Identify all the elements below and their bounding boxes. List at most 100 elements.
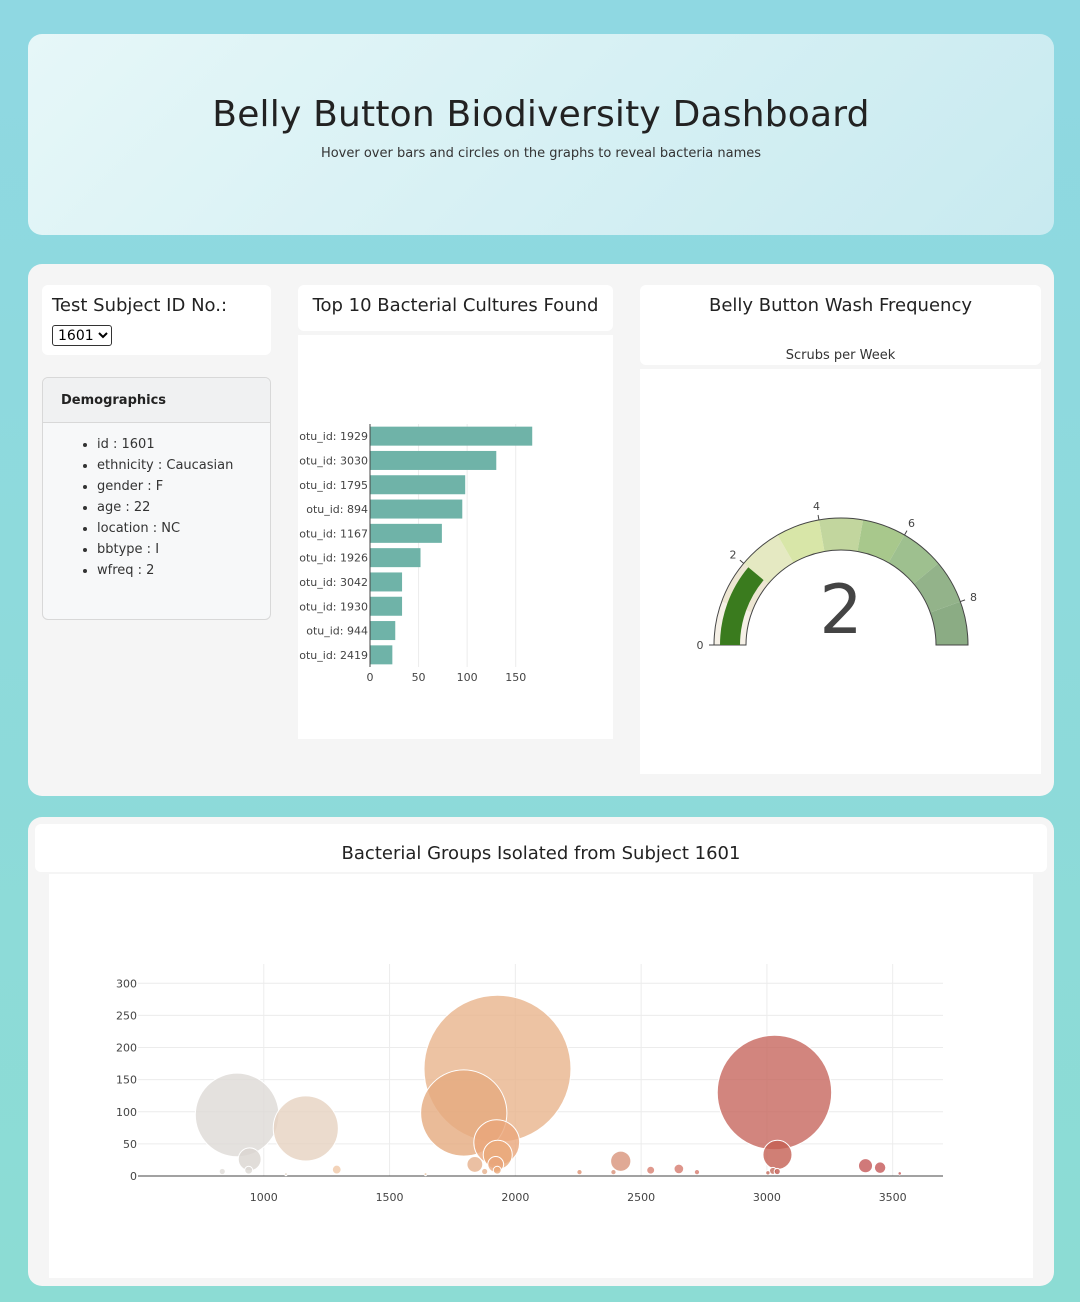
bar — [370, 572, 403, 592]
gauge-tick — [960, 599, 966, 603]
bar-chart-card: 0 50 100 150 otu_id: 1929 otu_id: 3030 otu_id:… — [298, 335, 613, 739]
gauge-step — [888, 535, 939, 584]
bar-x-tick-label: 150 — [505, 671, 526, 684]
bubble-y-tick-label: 250 — [116, 1009, 137, 1022]
gauge-tick-label: 6 — [908, 517, 915, 530]
bubble-y-tick-label: 200 — [116, 1042, 137, 1055]
bubble — [244, 1165, 254, 1175]
bar-category-label: otu_id: 1795 — [299, 479, 368, 492]
bar — [370, 475, 466, 495]
bar-category-label: otu_id: 1926 — [299, 552, 368, 565]
bubble — [466, 1156, 484, 1173]
bar-chart-title: Top 10 Bacterial Cultures Found — [312, 295, 599, 316]
bubble — [873, 1161, 887, 1174]
bar-category-label: otu_id: 3030 — [299, 454, 368, 467]
bar — [370, 450, 497, 470]
bubble — [194, 1072, 280, 1158]
bubble — [331, 1164, 342, 1175]
bar-category-label: otu_id: 1929 — [299, 430, 368, 443]
gauge-step — [777, 519, 825, 563]
bubble — [481, 1167, 489, 1176]
demographics-item: wfreq : 2 — [97, 560, 233, 581]
bar — [370, 426, 533, 446]
top-panel: Test Subject ID No.: 1601 Demographics i… — [28, 264, 1054, 796]
bubble — [218, 1167, 226, 1176]
bar-chart[interactable]: 0 50 100 150 otu_id: 1929 otu_id: 3030 otu_id:… — [298, 335, 613, 739]
gauge-step — [930, 601, 968, 645]
bubble — [610, 1169, 617, 1176]
bubble-x-tick-label: 1500 — [376, 1191, 404, 1204]
bubble — [576, 1169, 583, 1176]
gauge-outline — [713, 517, 969, 646]
bubble-x-tick-label: 1000 — [250, 1191, 278, 1204]
bar-category-label: otu_id: 894 — [306, 503, 368, 516]
bubble — [646, 1165, 656, 1175]
bubble — [857, 1158, 874, 1174]
bubble — [897, 1171, 902, 1176]
bubble-y-tick-label: 50 — [123, 1138, 137, 1151]
bubble-panel: Bacterial Groups Isolated from Subject 1… — [28, 817, 1054, 1286]
bubble — [716, 1034, 833, 1151]
bubble-y-tick-label: 100 — [116, 1106, 137, 1119]
bubble — [492, 1165, 502, 1175]
bar — [370, 596, 403, 616]
page-subtitle: Hover over bars and circles on the graph… — [320, 146, 762, 161]
gauge-tick-label: 0 — [697, 639, 704, 652]
demographics-item: location : NC — [97, 518, 233, 539]
demographics-title: Demographics — [61, 393, 167, 408]
gauge-tick-label: 4 — [813, 500, 820, 513]
bubble-x-tick-label: 3000 — [753, 1191, 781, 1204]
bubble — [762, 1139, 793, 1170]
bubble-chart[interactable]: 1000 1500 2000 2500 3000 3500 0 50 100 150 200 250 3… — [49, 874, 1033, 1278]
bar-x-tick-label: 100 — [457, 671, 478, 684]
bubble — [673, 1163, 685, 1175]
bar-category-label: otu_id: 2419 — [299, 649, 368, 662]
gauge-step — [743, 535, 794, 584]
demographics-item: ethnicity : Caucasian — [97, 455, 233, 476]
bubble — [765, 1170, 771, 1176]
gauge-title: Belly Button Wash Frequency — [709, 295, 972, 316]
bubble-x-tick-label: 3500 — [879, 1191, 907, 1204]
bubble — [283, 1172, 288, 1177]
gauge-step — [857, 519, 905, 563]
bar-chart-title-card: Top 10 Bacterial Cultures Found — [298, 285, 613, 331]
gauge-card: 0 2 4 6 8 2 — [640, 369, 1041, 774]
gauge-tick-label: 2 — [729, 548, 736, 561]
gauge-tick — [904, 530, 908, 536]
gauge-tick — [817, 514, 820, 521]
bubble — [610, 1150, 632, 1172]
gauge-step — [913, 563, 961, 613]
gauge-step — [818, 518, 864, 552]
bubble — [693, 1169, 701, 1176]
bubble — [272, 1095, 339, 1162]
bar — [370, 548, 421, 568]
bubble-chart-card: 1000 1500 2000 2500 3000 3500 0 50 100 150 200 250 3… — [49, 874, 1033, 1278]
demographics-item: bbtype : I — [97, 539, 233, 560]
bubble-y-tick-label: 0 — [130, 1170, 137, 1183]
gauge-title-card: Belly Button Wash Frequency Scrubs per W… — [640, 285, 1041, 365]
bar-category-label: otu_id: 1167 — [299, 527, 368, 540]
bar — [370, 499, 463, 519]
gauge-subtitle: Scrubs per Week — [785, 348, 896, 363]
bar — [370, 621, 396, 641]
bubble-y-tick-label: 150 — [116, 1074, 137, 1087]
gauge-chart[interactable]: 0 2 4 6 8 2 — [640, 369, 1041, 774]
demographics-item: age : 22 — [97, 497, 233, 518]
bubble-x-tick-label: 2000 — [501, 1191, 529, 1204]
gauge-tick — [739, 559, 745, 564]
bubble-y-tick-label: 300 — [116, 977, 137, 990]
gauge-tick-label: 8 — [970, 591, 977, 604]
bar-category-label: otu_id: 1930 — [299, 600, 368, 613]
bar — [370, 523, 442, 543]
gauge-value-bar — [720, 567, 764, 645]
bar-category-label: otu_id: 944 — [306, 625, 368, 638]
bubble-chart-title: Bacterial Groups Isolated from Subject 1… — [341, 843, 741, 864]
bubble-chart-title-card: Bacterial Groups Isolated from Subject 1… — [35, 824, 1047, 872]
subject-selector-card: Test Subject ID No.: 1601 — [42, 285, 271, 355]
page-title: Belly Button Biodiversity Dashboard — [212, 94, 870, 135]
gauge-value-label: 2 — [819, 571, 862, 650]
bar-x-tick-label: 0 — [367, 671, 374, 684]
bubble-x-tick-label: 2500 — [627, 1191, 655, 1204]
header-banner: Belly Button Biodiversity Dashboard Hove… — [28, 34, 1054, 235]
subject-id-select[interactable]: 1601 — [52, 325, 112, 346]
